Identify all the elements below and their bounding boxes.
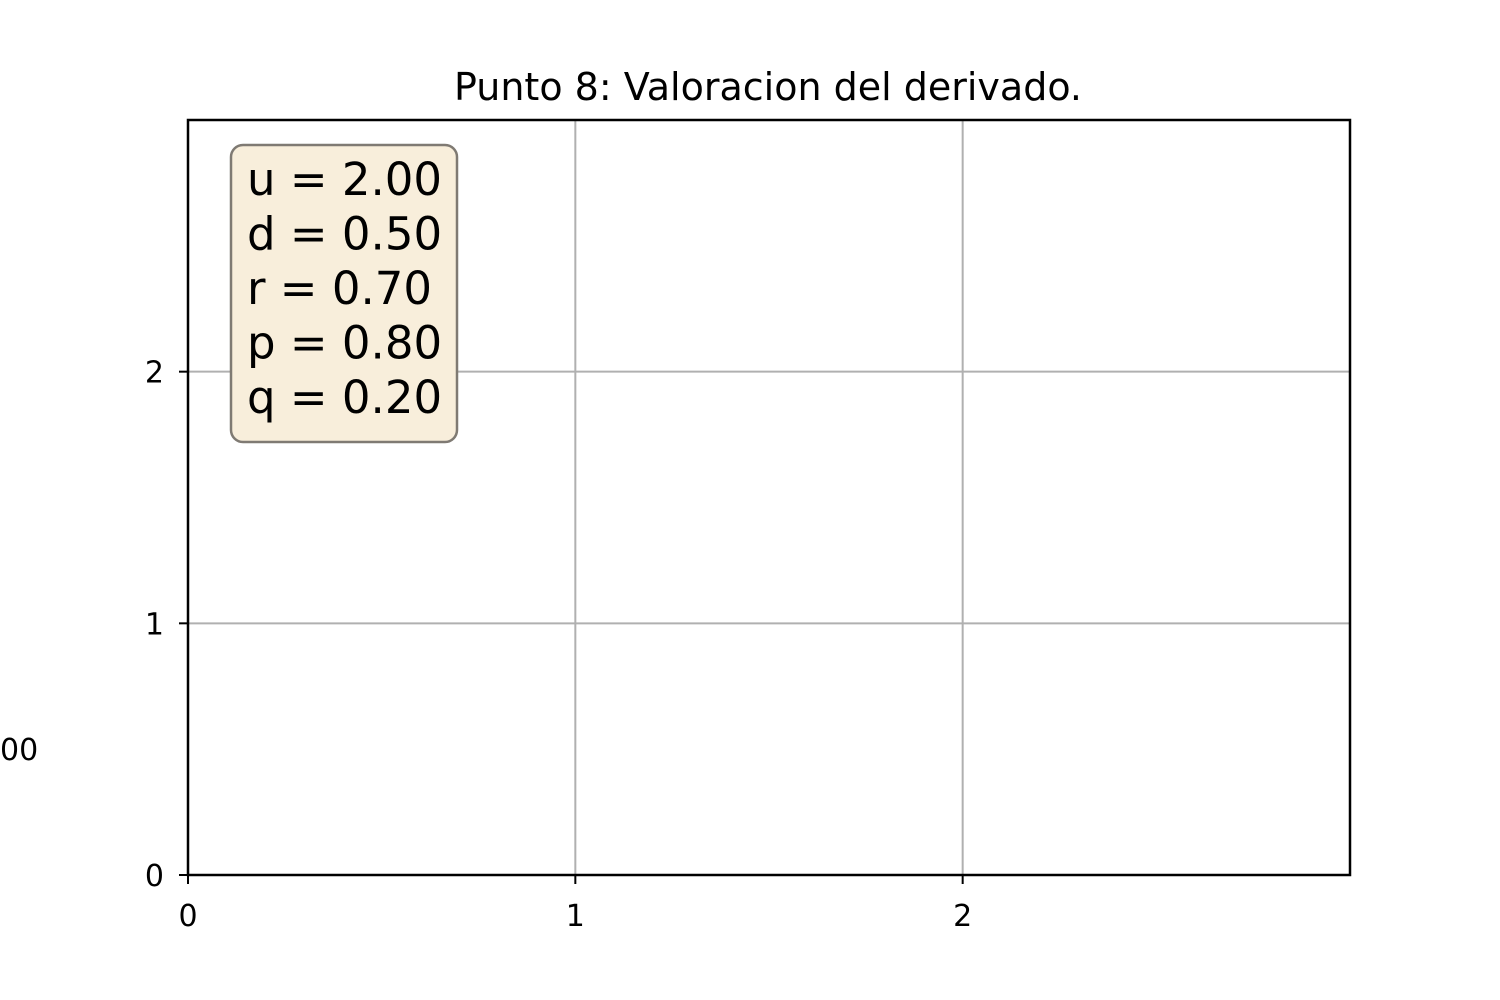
axis-ticks: 0 1 2 0 1 2 [145, 356, 972, 934]
parameter-line: p = 0.80 [247, 317, 442, 370]
x-tick-label: 1 [566, 899, 585, 934]
parameter-line: u = 2.00 [247, 153, 442, 206]
chart-title: Punto 8: Valoracion del derivado. [454, 65, 1082, 109]
parameter-line: d = 0.50 [247, 208, 442, 261]
y-tick-label: 1 [145, 607, 164, 642]
y-tick-label: 0 [145, 859, 164, 894]
parameter-line: r = 0.70 [247, 262, 432, 315]
parameter-lines: u = 2.00d = 0.50r = 0.70p = 0.80q = 0.20 [247, 153, 442, 424]
x-tick-label: 0 [178, 899, 197, 934]
parameter-box: u = 2.00d = 0.50r = 0.70p = 0.80q = 0.20 [229, 143, 459, 444]
parameter-box-background [229, 143, 459, 444]
x-tick-label: 2 [953, 899, 972, 934]
parameter-line: q = 0.20 [247, 371, 442, 424]
stray-axis-label: 00 [0, 733, 38, 768]
y-tick-label: 2 [145, 356, 164, 391]
plot-area-frame [186, 118, 1352, 877]
